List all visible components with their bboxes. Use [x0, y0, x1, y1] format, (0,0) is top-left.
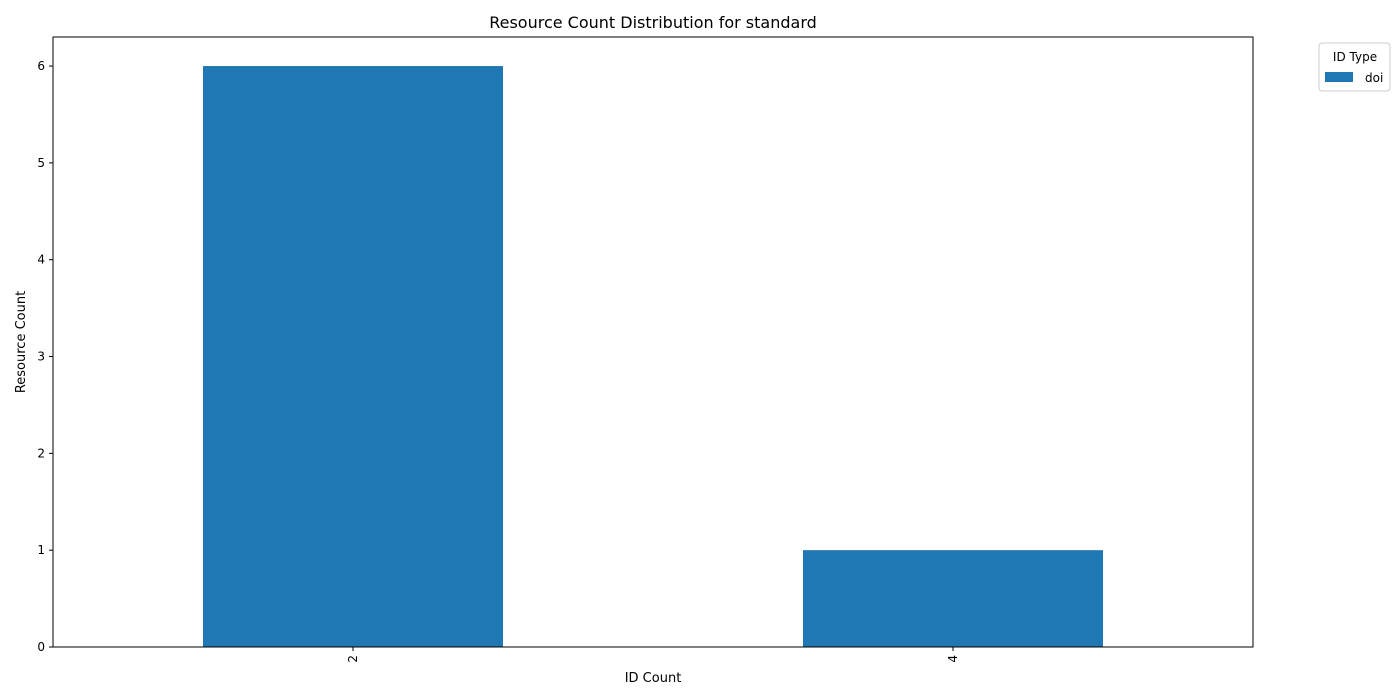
- plot-frame: [52, 36, 1254, 648]
- y-axis-label: Resource Count: [14, 291, 29, 393]
- x-axis-label: ID Count: [625, 671, 682, 686]
- legend: ID Type doi: [1318, 42, 1391, 92]
- legend-label-doi: doi: [1365, 71, 1383, 85]
- chart-title: Resource Count Distribution for standard: [489, 13, 817, 32]
- y-tick-label: 1: [37, 543, 45, 557]
- bar-doi-2: [203, 66, 503, 648]
- x-tick-label: 4: [946, 655, 960, 663]
- y-tick-label: 0: [37, 640, 45, 654]
- legend-swatch-doi: [1325, 72, 1353, 82]
- y-tick-label: 5: [37, 156, 45, 170]
- bar-doi-4: [803, 550, 1103, 647]
- y-tick-label: 3: [37, 350, 45, 364]
- y-tick-label: 2: [37, 446, 45, 460]
- y-axis: 0 1 2 3 4 5 6: [37, 59, 53, 654]
- bars-group: [203, 66, 1103, 648]
- x-tick-label: 2: [346, 655, 360, 663]
- y-tick-label: 6: [37, 59, 45, 73]
- legend-title: ID Type: [1333, 50, 1377, 64]
- y-tick-label: 4: [37, 253, 45, 267]
